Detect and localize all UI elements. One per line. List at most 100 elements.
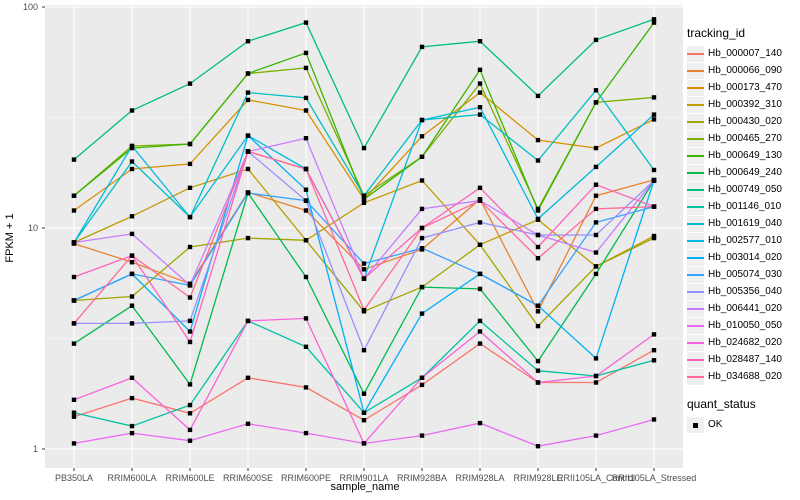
legend-item-label: Hb_000649_130 bbox=[708, 150, 782, 161]
data-point bbox=[361, 391, 367, 396]
legend-item-label: Hb_000649_240 bbox=[708, 167, 782, 178]
data-point bbox=[477, 286, 483, 292]
legend-item-Hb_000007_140: Hb_000007_140 bbox=[687, 45, 799, 62]
legend-item-Hb_000392_310: Hb_000392_310 bbox=[687, 96, 799, 113]
data-point bbox=[245, 90, 251, 95]
data-point bbox=[535, 216, 541, 222]
data-point bbox=[303, 108, 309, 113]
legend-item-Hb_000066_090: Hb_000066_090 bbox=[687, 62, 799, 79]
legend-item-label: Hb_002577_010 bbox=[708, 235, 782, 246]
data-point bbox=[477, 318, 483, 324]
data-point bbox=[303, 198, 309, 203]
legend-item-label: Hb_024682_020 bbox=[708, 337, 782, 348]
data-point bbox=[187, 295, 193, 300]
legend-line-swatch-icon bbox=[687, 137, 704, 140]
data-point bbox=[593, 264, 599, 269]
legend-key-box bbox=[687, 198, 704, 215]
data-point bbox=[477, 39, 483, 44]
legend-line-swatch-icon bbox=[687, 222, 704, 225]
legend-key-box bbox=[687, 164, 704, 181]
data-point bbox=[651, 204, 657, 209]
data-point bbox=[593, 193, 599, 198]
x-tick-label-RRIM928BA: RRIM928BA bbox=[396, 473, 448, 483]
legend-key-box bbox=[687, 215, 704, 232]
data-point bbox=[535, 358, 541, 364]
legend-line-swatch-icon bbox=[687, 103, 704, 106]
data-point bbox=[535, 256, 541, 261]
data-point bbox=[129, 214, 135, 219]
data-point bbox=[419, 134, 425, 139]
data-point bbox=[187, 427, 193, 433]
legend-key-box bbox=[687, 249, 704, 266]
legend-key-box bbox=[687, 232, 704, 249]
data-point bbox=[303, 95, 309, 101]
data-point bbox=[303, 344, 309, 349]
data-point bbox=[361, 267, 367, 272]
legend-item-Hb_028487_140: Hb_028487_140 bbox=[687, 351, 799, 368]
data-point bbox=[477, 420, 483, 426]
data-point bbox=[303, 65, 309, 71]
black-square-point-icon bbox=[693, 422, 698, 428]
data-point bbox=[303, 20, 309, 25]
data-point bbox=[129, 231, 135, 237]
data-point bbox=[245, 97, 251, 103]
data-point bbox=[129, 108, 135, 113]
legend-line-swatch-icon bbox=[687, 86, 704, 89]
data-point bbox=[303, 385, 309, 390]
legend-item-ok: OK bbox=[687, 416, 799, 433]
data-point bbox=[361, 200, 367, 205]
data-point bbox=[129, 375, 135, 380]
data-point bbox=[361, 410, 367, 415]
data-point bbox=[361, 145, 367, 151]
data-point bbox=[245, 149, 251, 154]
data-point bbox=[419, 433, 425, 438]
data-point bbox=[593, 250, 599, 255]
data-point bbox=[129, 395, 135, 401]
legend-line-swatch-icon bbox=[687, 358, 704, 361]
data-point bbox=[187, 214, 193, 220]
legend-key-box bbox=[687, 416, 704, 433]
legend-key-box bbox=[687, 266, 704, 283]
legend-item-Hb_000173_470: Hb_000173_470 bbox=[687, 79, 799, 96]
data-point bbox=[361, 418, 367, 423]
x-tick-label-RRIM928LA: RRIM928LA bbox=[455, 473, 505, 483]
legend-line-swatch-icon bbox=[687, 154, 704, 157]
data-point bbox=[361, 193, 367, 198]
legend-item-label: Hb_001146_010 bbox=[708, 201, 782, 212]
legend-item-Hb_002577_010: Hb_002577_010 bbox=[687, 232, 799, 249]
legend-line-swatch-icon bbox=[687, 239, 704, 242]
legend-item-Hb_006441_020: Hb_006441_020 bbox=[687, 300, 799, 317]
data-point bbox=[129, 159, 135, 164]
data-point bbox=[71, 410, 77, 415]
data-point bbox=[187, 382, 193, 387]
legend-item-Hb_003014_020: Hb_003014_020 bbox=[687, 249, 799, 266]
data-point bbox=[129, 271, 135, 277]
data-point bbox=[651, 348, 657, 353]
legend-item-label: Hb_000392_310 bbox=[708, 99, 782, 110]
x-axis-title: sample_name bbox=[330, 481, 400, 493]
legend-item-label: Hb_028487_140 bbox=[708, 354, 782, 365]
data-point bbox=[303, 316, 309, 321]
data-point bbox=[593, 182, 599, 187]
data-point bbox=[419, 178, 425, 183]
data-point bbox=[535, 93, 541, 99]
legend-item-label: Hb_000173_470 bbox=[708, 82, 782, 93]
x-tick-label-RRIM901LA: RRIM901LA bbox=[339, 473, 389, 483]
data-point bbox=[593, 145, 599, 151]
data-point bbox=[361, 261, 367, 266]
legend-title-quant-status: quant_status bbox=[687, 397, 756, 411]
x-tick-label-RRII105LA_Stressed: RRII105LA_Stressed bbox=[611, 473, 697, 483]
legend-line-swatch-icon bbox=[687, 273, 704, 276]
data-point bbox=[129, 143, 135, 149]
legend-line-swatch-icon bbox=[687, 375, 704, 378]
y-tick-label: 1 bbox=[32, 444, 38, 454]
x-tick-label-RRIM600LA: RRIM600LA bbox=[107, 473, 157, 483]
data-point bbox=[361, 307, 367, 313]
data-point bbox=[187, 339, 193, 345]
data-point bbox=[477, 67, 483, 72]
legend-key-box bbox=[687, 334, 704, 351]
data-point bbox=[245, 133, 251, 138]
data-point bbox=[303, 274, 309, 280]
legend-item-Hb_000649_240: Hb_000649_240 bbox=[687, 164, 799, 181]
